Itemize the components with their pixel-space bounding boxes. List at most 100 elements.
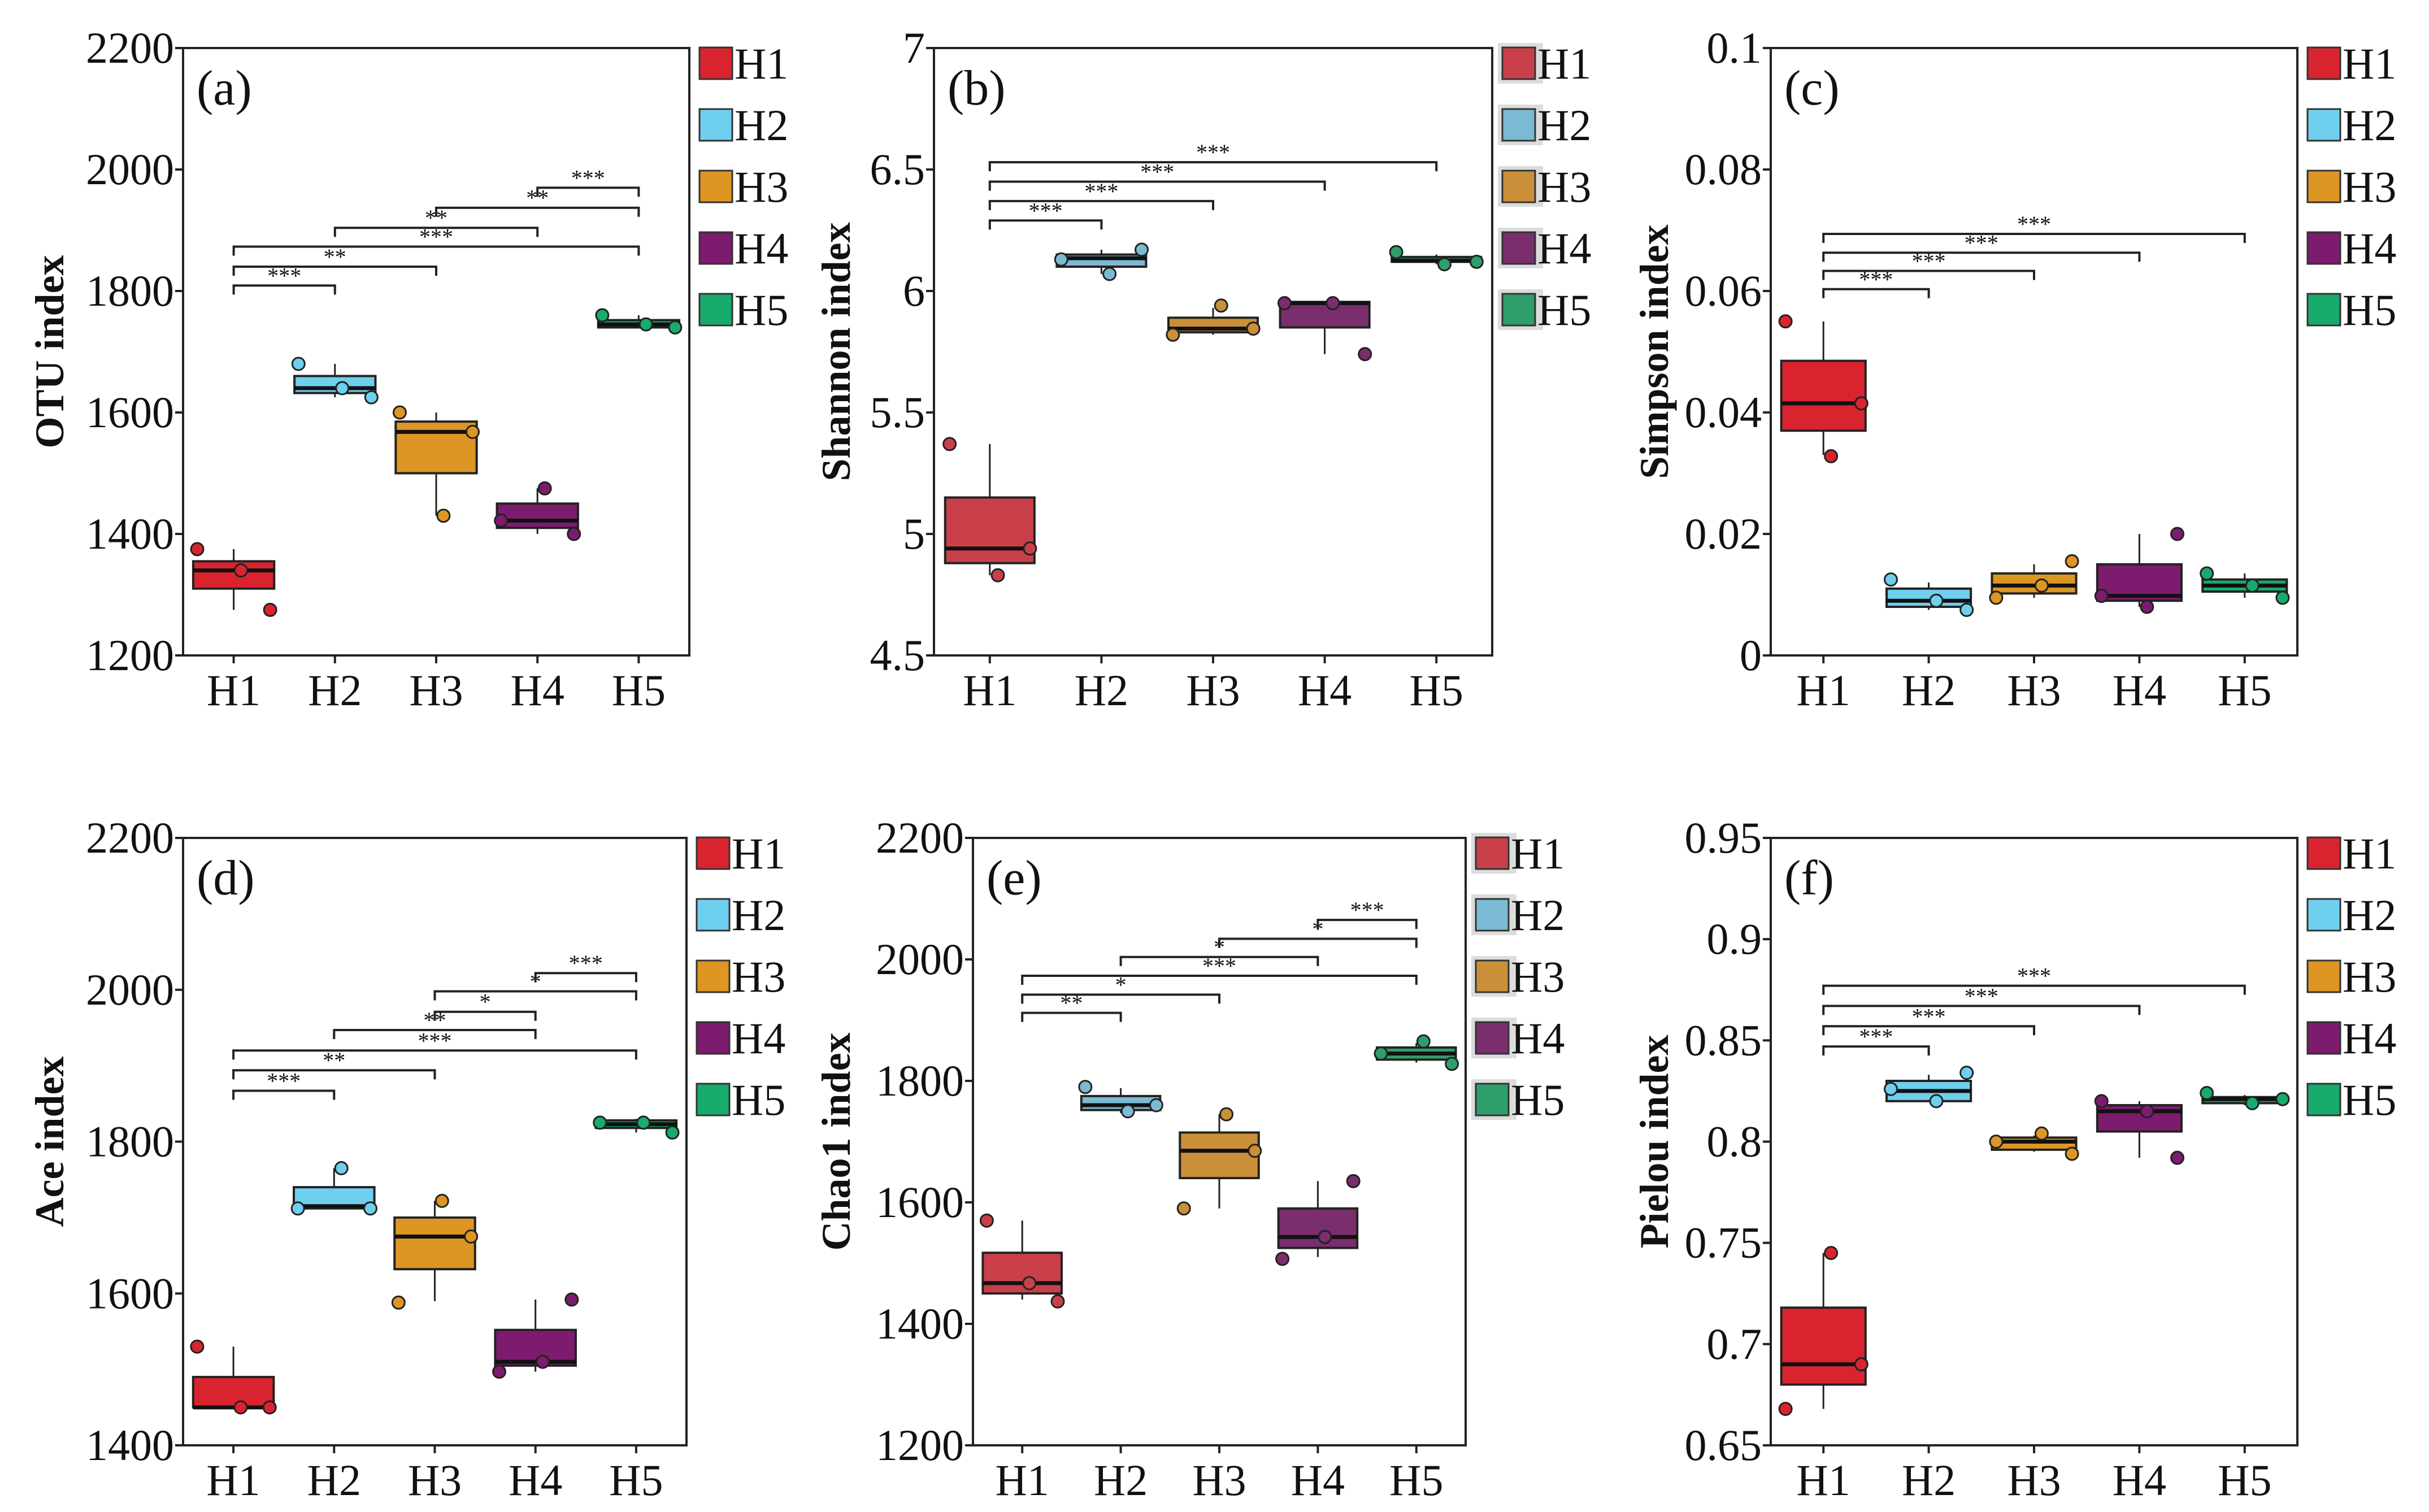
data-point: [1959, 1066, 1974, 1080]
data-point: [1437, 257, 1452, 272]
legend-swatch-H4: [698, 231, 733, 265]
box-H4: [1277, 296, 1372, 362]
data-point: [1854, 1357, 1869, 1372]
y-tick-label: 0.02: [1685, 509, 1762, 558]
significance-bracket: ***: [232, 1068, 336, 1100]
x-tick-label: H1: [996, 1455, 1049, 1505]
significance-label: **: [323, 1048, 345, 1073]
significance-label: **: [324, 244, 346, 270]
data-point: [1277, 296, 1292, 310]
data-point: [1824, 1246, 1839, 1261]
bracket-line: [333, 227, 539, 237]
box-H4: [2094, 527, 2185, 614]
legend-swatch-H5: [2306, 1083, 2341, 1116]
y-axis-title: Ace index: [27, 1057, 72, 1227]
data-point: [2245, 578, 2259, 593]
legend-swatch-H4: [2306, 231, 2341, 265]
legend-swatch-H1: [2306, 46, 2341, 80]
bracket-line: [1822, 1025, 2035, 1036]
y-tick-label: 1600: [86, 388, 174, 437]
iqr-box: [981, 1252, 1063, 1295]
significance-bracket: ***: [534, 950, 637, 983]
y-tick-label: 1600: [86, 1268, 174, 1318]
data-point: [593, 1115, 607, 1130]
bracket-line: [1822, 251, 2141, 262]
significance-label: ***: [1196, 140, 1230, 165]
legend-swatch-H2: [696, 898, 731, 932]
y-tick-label: 2200: [876, 813, 964, 862]
legend: H1 H2 H3 H4 H5: [1471, 829, 1565, 1124]
iqr-box: [496, 502, 579, 529]
bracket-line: [1822, 1005, 2141, 1015]
plot-frame: [182, 837, 688, 1446]
box-H1: [190, 1339, 277, 1415]
bracket-line: [1021, 1011, 1122, 1022]
y-tick-label: 0.04: [1685, 388, 1762, 437]
data-point: [1929, 1094, 1944, 1109]
y-tick-label: 5: [903, 509, 925, 558]
iqr-box: [394, 420, 478, 475]
iqr-box: [393, 1216, 476, 1271]
box-H3: [1176, 1107, 1262, 1216]
data-point: [234, 563, 249, 577]
legend-swatch-H4: [2306, 1021, 2341, 1055]
data-point: [290, 1201, 305, 1216]
significance-label: *: [480, 989, 491, 1015]
data-point: [1135, 242, 1149, 257]
boxplot-panel-f: 0.65 0.7 0.75 0.8 0.85 0.9 0.95 H1 H2 H3 H4 H5 Pielo…: [1632, 813, 2396, 1505]
legend-swatch-H1: [696, 836, 731, 870]
y-tick-label: 2200: [86, 813, 174, 862]
box-H5: [595, 308, 683, 334]
y-tick-label: 1800: [86, 1117, 174, 1166]
box-H4: [492, 1292, 579, 1379]
data-point: [2170, 1150, 2185, 1165]
data-point: [334, 1161, 349, 1176]
x-tick-label: H4: [2113, 666, 2166, 715]
bracket-line: [232, 1049, 637, 1060]
data-point: [1778, 314, 1793, 329]
data-point: [665, 1125, 680, 1140]
data-point: [391, 1295, 406, 1310]
y-tick-label: 2200: [86, 23, 174, 72]
box-H5: [1389, 245, 1484, 272]
data-point: [1275, 1252, 1290, 1266]
panel-label: (a): [197, 61, 252, 116]
legend-label: H2: [735, 101, 788, 150]
data-point: [2140, 1104, 2154, 1119]
iqr-box: [1279, 301, 1371, 329]
iqr-box: [944, 496, 1036, 564]
significance-label: ***: [1350, 897, 1384, 923]
significance-bracket: ***: [1316, 897, 1418, 929]
box-H2: [1883, 572, 1974, 617]
data-point: [536, 1354, 550, 1369]
data-point: [1374, 1046, 1388, 1061]
data-point: [2034, 1126, 2049, 1141]
data-point: [1102, 267, 1117, 281]
significance-label: ***: [267, 1068, 301, 1093]
box-H3: [1989, 554, 2079, 605]
significance-bracket: **: [232, 244, 437, 276]
box-H2: [1883, 1066, 1974, 1109]
data-point: [492, 1365, 507, 1379]
legend-label: H1: [2343, 39, 2396, 88]
bracket-line: [534, 972, 637, 983]
data-point: [434, 1193, 449, 1208]
bracket-line: [536, 186, 640, 197]
data-point: [364, 390, 379, 405]
y-tick-label: 6.5: [870, 145, 925, 194]
significance-bracket: ***: [536, 165, 640, 197]
significance-bracket: ***: [1822, 963, 2246, 995]
box-H1: [1778, 314, 1869, 463]
legend-swatch-H2: [1475, 898, 1510, 932]
x-tick-label: H4: [509, 1455, 562, 1505]
bracket-line: [433, 990, 637, 1001]
y-tick-label: 2000: [86, 965, 174, 1014]
y-tick-label: 5.5: [870, 388, 925, 437]
data-point: [2140, 599, 2154, 614]
data-point: [1883, 1081, 1898, 1096]
legend-swatch-H2: [2306, 898, 2341, 932]
x-tick-label: H5: [1410, 666, 1463, 715]
data-point: [1989, 590, 2004, 605]
legend-swatch-H4: [1501, 231, 1536, 265]
box-H1: [942, 437, 1037, 583]
